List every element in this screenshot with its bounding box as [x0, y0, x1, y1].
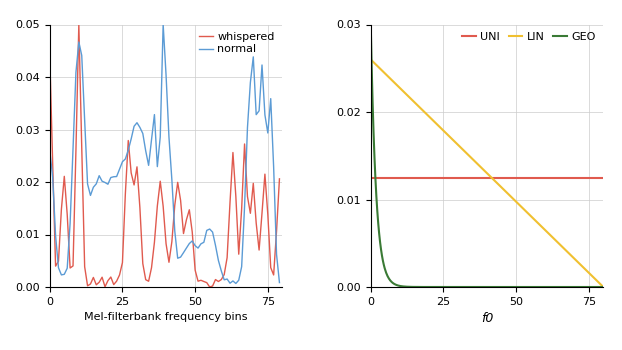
normal — [232, 281, 239, 286]
Line: LIN: LIN — [371, 60, 603, 287]
LIN — [558, 244, 565, 248]
UNI — [506, 176, 513, 180]
UNI — [594, 176, 601, 180]
whispered — [151, 240, 158, 244]
whispered — [188, 230, 196, 234]
LIN — [600, 285, 607, 289]
GEO — [478, 285, 485, 289]
UNI — [479, 176, 486, 180]
whispered — [185, 208, 193, 212]
whispered — [206, 285, 213, 289]
Legend: whispered, normal: whispered, normal — [197, 30, 277, 57]
normal — [276, 280, 283, 285]
normal — [148, 138, 156, 142]
Line: whispered: whispered — [50, 25, 279, 287]
LIN — [506, 193, 513, 197]
GEO — [479, 285, 486, 289]
GEO — [506, 285, 513, 289]
UNI — [493, 176, 500, 180]
normal — [197, 242, 205, 246]
normal — [256, 109, 263, 113]
GEO — [600, 285, 607, 289]
whispered — [256, 248, 263, 252]
LIN — [594, 279, 601, 284]
Legend: UNI, LIN, GEO: UNI, LIN, GEO — [460, 30, 598, 44]
whispered — [46, 53, 53, 57]
UNI — [478, 176, 485, 180]
normal — [46, 148, 53, 152]
GEO — [367, 22, 374, 27]
whispered — [197, 278, 205, 282]
LIN — [367, 57, 374, 62]
whispered — [75, 22, 83, 27]
whispered — [276, 177, 283, 181]
normal — [159, 22, 167, 27]
UNI — [600, 176, 607, 180]
normal — [185, 241, 193, 246]
LIN — [479, 167, 486, 171]
LIN — [493, 181, 500, 185]
GEO — [558, 285, 565, 289]
UNI — [367, 176, 374, 180]
normal — [206, 227, 213, 231]
normal — [188, 239, 196, 243]
GEO — [594, 285, 601, 289]
whispered — [209, 284, 216, 288]
GEO — [493, 285, 500, 289]
LIN — [478, 166, 485, 170]
Line: GEO: GEO — [371, 25, 603, 287]
Line: normal: normal — [50, 25, 279, 284]
UNI — [558, 176, 565, 180]
X-axis label: Mel-filterbank frequency bins: Mel-filterbank frequency bins — [85, 312, 248, 322]
X-axis label: f0: f0 — [481, 312, 493, 325]
